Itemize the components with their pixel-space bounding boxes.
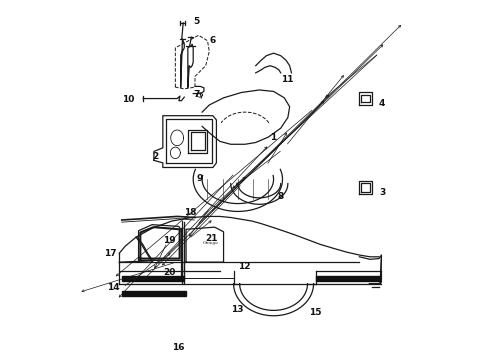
Text: 11: 11 (281, 76, 293, 85)
Text: 17: 17 (104, 249, 117, 258)
Text: 18: 18 (184, 208, 197, 217)
Text: 4: 4 (379, 99, 385, 108)
Text: 1: 1 (270, 132, 276, 141)
Polygon shape (122, 291, 186, 296)
Text: 3: 3 (379, 188, 385, 197)
Text: 19: 19 (163, 236, 175, 245)
Text: 14: 14 (107, 283, 120, 292)
Text: 21: 21 (206, 234, 218, 243)
Text: 6: 6 (209, 36, 216, 45)
Text: 10: 10 (122, 95, 134, 104)
Polygon shape (122, 276, 184, 281)
Polygon shape (317, 276, 380, 281)
Text: 15: 15 (309, 309, 322, 318)
Text: 20: 20 (163, 268, 175, 277)
Text: 16: 16 (172, 343, 184, 352)
Text: 7: 7 (193, 90, 199, 99)
Text: 9: 9 (197, 174, 203, 183)
Text: 8: 8 (277, 192, 283, 201)
Text: 13: 13 (231, 305, 243, 314)
Text: 12: 12 (238, 262, 250, 271)
Text: Omega: Omega (203, 240, 219, 244)
Text: 5: 5 (193, 17, 199, 26)
Text: 2: 2 (152, 152, 158, 161)
